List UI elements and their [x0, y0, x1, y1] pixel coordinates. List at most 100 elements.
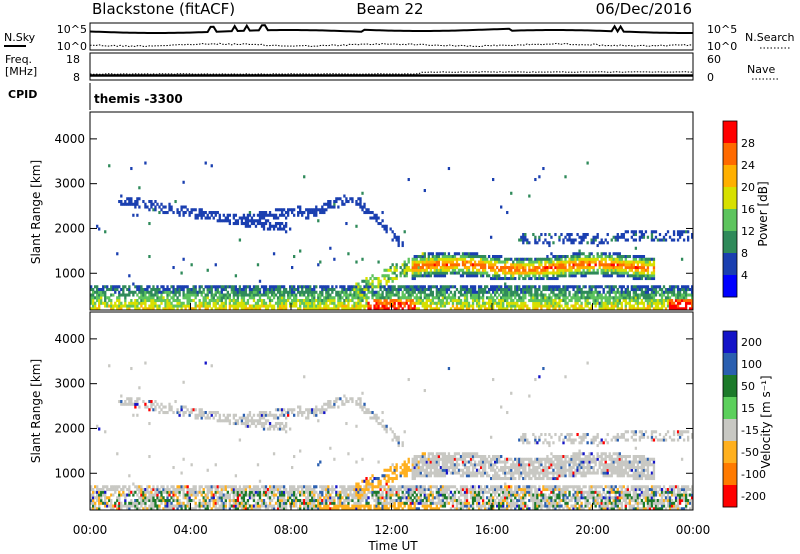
velocity-cell [228, 499, 231, 503]
velocity-cell [359, 397, 362, 401]
power-cell [154, 290, 157, 294]
velocity-cell [297, 413, 300, 417]
power-cell [580, 290, 583, 294]
power-cell [540, 233, 543, 237]
velocity-cell [146, 507, 149, 511]
power-cell [568, 257, 571, 261]
power-cell [626, 274, 629, 278]
power-cell [556, 296, 559, 300]
velocity-cell [270, 499, 274, 503]
power-cell [206, 216, 209, 220]
power-cell [532, 271, 535, 275]
power-cell [266, 227, 270, 231]
velocity-cell [343, 501, 346, 505]
velocity-cell [270, 507, 274, 511]
power-cell [481, 263, 485, 267]
power-cell [333, 296, 336, 300]
power-cell [457, 257, 461, 261]
velocity-cell [230, 488, 234, 492]
power-cell [357, 290, 360, 294]
power-cell [393, 299, 396, 303]
power-cell [467, 288, 471, 292]
velocity-cell [351, 499, 354, 503]
power-cell [98, 304, 101, 308]
power-cell [293, 290, 296, 294]
power-cell [572, 252, 575, 256]
power-cell [383, 301, 386, 305]
power-cell [662, 293, 666, 297]
power-cell [616, 304, 619, 308]
power-cell [566, 296, 569, 300]
power-cell [431, 293, 435, 297]
power-cell [670, 238, 674, 242]
power-cell [130, 200, 133, 204]
velocity-cell [214, 504, 217, 508]
power-cell [562, 285, 565, 289]
power-cell [172, 290, 175, 294]
power-cell [317, 208, 320, 212]
power-cell [230, 304, 234, 308]
power-cell [403, 274, 406, 278]
velocity-cell [258, 504, 262, 508]
velocity-cell [339, 490, 342, 494]
power-cell [246, 222, 250, 226]
power-cell [684, 307, 688, 311]
power-cell [347, 293, 350, 297]
power-cell [222, 213, 225, 217]
velocity-cell [323, 504, 326, 508]
power-cell [248, 290, 252, 294]
power-cell [672, 290, 676, 294]
power-cell [192, 293, 195, 297]
power-cell [510, 285, 513, 289]
velocity-cell [236, 501, 240, 505]
power-cell [618, 263, 621, 267]
power-cell [477, 307, 481, 311]
power-cell [347, 301, 350, 305]
power-cell [604, 257, 607, 261]
power-cell [568, 233, 571, 237]
power-cell [242, 299, 246, 303]
power-cell [214, 213, 217, 217]
power-cell [240, 307, 244, 311]
power-cell [534, 307, 537, 311]
power-cell [104, 290, 107, 294]
power-cell [425, 274, 428, 278]
power-cell [313, 211, 316, 215]
velocity-cell [335, 504, 338, 508]
power-cell [190, 211, 193, 215]
velocity-cell [100, 493, 103, 497]
power-cell [504, 288, 507, 292]
power-cell [176, 211, 179, 215]
velocity-cell [136, 493, 139, 497]
velocity-cell [331, 485, 334, 489]
power-cell [632, 290, 636, 294]
power-cell [423, 307, 426, 311]
power-cell [116, 296, 119, 300]
power-cell [164, 301, 167, 305]
power-cell [276, 307, 280, 311]
power-cell [644, 277, 648, 281]
power-cell [558, 257, 561, 261]
velocity-cell [166, 496, 169, 500]
velocity-cell [311, 488, 314, 492]
power-cell [180, 288, 183, 292]
power-cell [375, 213, 378, 217]
noise-panel: N.Sky 10^5 10^0 10^5 10^0 N.Search [4, 22, 795, 53]
power-cell [162, 299, 165, 303]
velocity-cell [188, 501, 191, 505]
power-cell [600, 255, 603, 259]
velocity-cell [303, 493, 306, 497]
power-cell [130, 299, 133, 303]
velocity-cell [355, 488, 358, 492]
velocity-cell [190, 408, 193, 412]
velocity-cell [280, 413, 284, 417]
power-cell [485, 260, 489, 264]
power-cell [437, 293, 441, 297]
power-cell [485, 274, 489, 278]
power-cell [612, 235, 615, 239]
power-cell [542, 288, 545, 292]
power-cell [580, 307, 583, 311]
power-cell [379, 293, 382, 297]
power-cell [492, 266, 495, 270]
power-cell [465, 255, 469, 259]
